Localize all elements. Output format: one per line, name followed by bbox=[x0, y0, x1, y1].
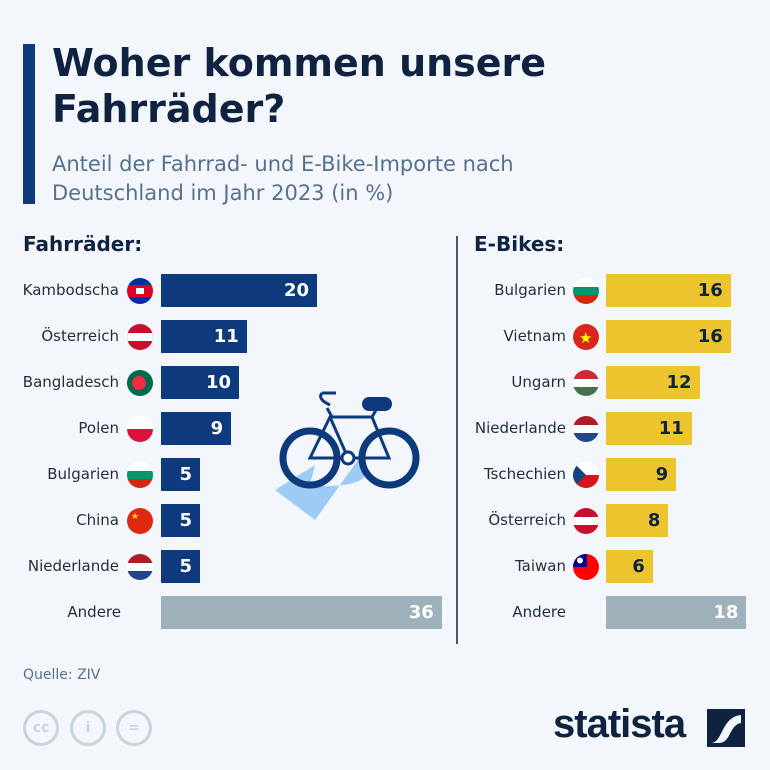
bar: 11 bbox=[606, 412, 692, 445]
bar: 5 bbox=[161, 550, 200, 583]
category-label: Österreich bbox=[41, 327, 119, 345]
bicycle-illustration-icon bbox=[275, 391, 420, 520]
bar: 16 bbox=[606, 320, 731, 353]
cc-by-icon[interactable]: i bbox=[70, 710, 106, 746]
bar: 9 bbox=[606, 458, 677, 491]
divider bbox=[456, 236, 458, 644]
flag-hu-icon bbox=[573, 370, 599, 396]
bar: 11 bbox=[161, 320, 247, 353]
flag-bg-icon bbox=[573, 278, 599, 304]
source-note: Quelle: ZIV bbox=[23, 667, 101, 683]
bar: 16 bbox=[606, 274, 731, 307]
bar: 5 bbox=[161, 504, 200, 537]
bar: 10 bbox=[161, 366, 239, 399]
section-title-fahrraeder: Fahrräder: bbox=[23, 232, 143, 256]
category-label: Taiwan bbox=[514, 557, 566, 575]
category-label: Andere bbox=[67, 603, 121, 621]
category-label: Niederlande bbox=[27, 557, 119, 575]
bar: 36 bbox=[161, 596, 442, 629]
flag-at-icon bbox=[573, 508, 599, 534]
flag-vn-icon: ★ bbox=[573, 324, 599, 350]
bar: 6 bbox=[606, 550, 653, 583]
category-label: Bangladesch bbox=[22, 373, 119, 391]
bar: 20 bbox=[161, 274, 317, 307]
category-label: Niederlande bbox=[474, 419, 566, 437]
category-label: Bulgarien bbox=[494, 281, 566, 299]
flag-kh-icon bbox=[127, 278, 153, 304]
bar: 9 bbox=[161, 412, 232, 445]
statista-logo-mark-icon bbox=[707, 709, 745, 747]
bar: 12 bbox=[606, 366, 700, 399]
flag-cz-icon bbox=[573, 462, 599, 488]
flag-pl-icon bbox=[127, 416, 153, 442]
flag-bd-icon bbox=[127, 370, 153, 396]
flag-tw-icon bbox=[573, 554, 599, 580]
bar: 18 bbox=[606, 596, 747, 629]
category-label: Bulgarien bbox=[47, 465, 119, 483]
category-label: Polen bbox=[78, 419, 119, 437]
cc-nd-icon[interactable]: = bbox=[116, 710, 152, 746]
category-label: Österreich bbox=[488, 511, 566, 529]
bar: 8 bbox=[606, 504, 669, 537]
flag-nl-icon bbox=[573, 416, 599, 442]
cc-license-icon[interactable]: cc bbox=[23, 710, 59, 746]
category-label: China bbox=[76, 511, 119, 529]
category-label: Tschechien bbox=[483, 465, 566, 483]
svg-text:★: ★ bbox=[131, 512, 139, 522]
flag-at-icon bbox=[127, 324, 153, 350]
category-label: Andere bbox=[512, 603, 566, 621]
flag-cn-icon: ★ bbox=[127, 508, 153, 534]
bar: 5 bbox=[161, 458, 200, 491]
flag-bg-icon bbox=[127, 462, 153, 488]
category-label: Ungarn bbox=[511, 373, 566, 391]
page-title: Woher kommen unsere Fahrräder? bbox=[52, 41, 547, 131]
section-title-ebikes: E-Bikes: bbox=[474, 232, 565, 256]
svg-text:★: ★ bbox=[579, 329, 592, 347]
subtitle: Anteil der Fahrrad- und E-Bike-Importe n… bbox=[52, 152, 514, 205]
category-label: Vietnam bbox=[503, 327, 566, 345]
flag-nl-icon bbox=[127, 554, 153, 580]
title-accent-bar bbox=[23, 44, 35, 204]
category-label: Kambodscha bbox=[22, 281, 119, 299]
statista-logo[interactable]: statista bbox=[553, 702, 686, 746]
